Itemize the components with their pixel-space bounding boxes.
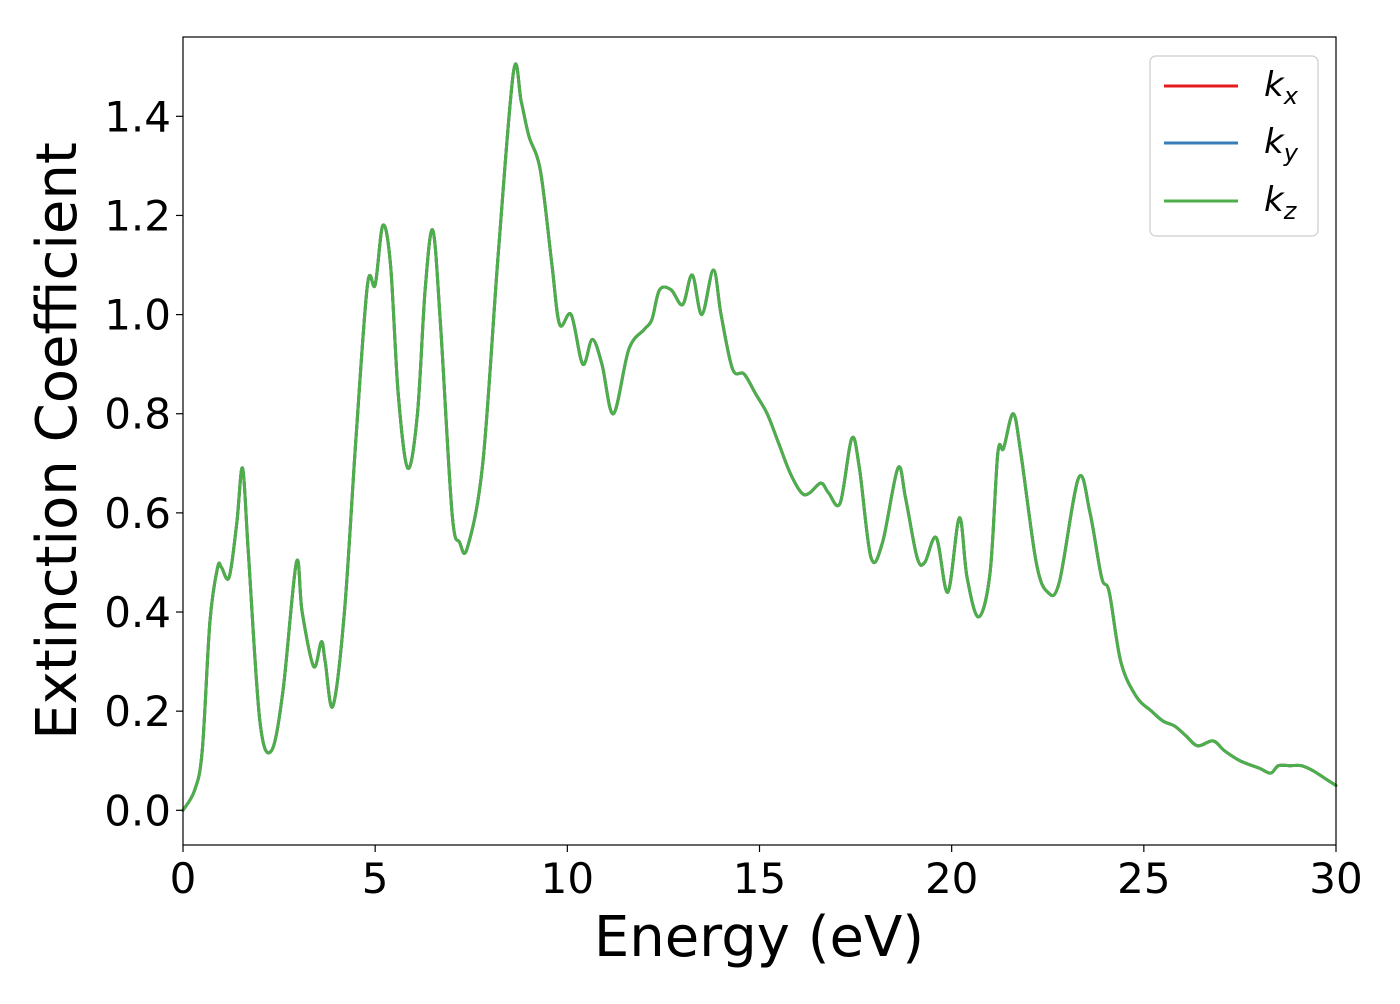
series-line-kz bbox=[181, 62, 1338, 812]
y-tick-label: 1.0 bbox=[104, 291, 171, 340]
series-layer bbox=[181, 62, 1338, 812]
x-tick-label: 25 bbox=[1117, 854, 1170, 903]
y-tick-label: 1.4 bbox=[104, 92, 171, 141]
y-tick-label: 0.8 bbox=[104, 390, 171, 439]
x-axis-title: Energy (eV) bbox=[594, 905, 924, 970]
y-tick-label: 0.6 bbox=[104, 489, 171, 538]
x-axis-ticks: 0 5 10 15 20 25 30 bbox=[170, 845, 1363, 903]
y-tick-label: 0.2 bbox=[104, 687, 171, 736]
x-tick-label: 15 bbox=[733, 854, 786, 903]
x-tick-label: 0 bbox=[170, 854, 197, 903]
x-tick-label: 20 bbox=[925, 854, 978, 903]
x-tick-label: 5 bbox=[362, 854, 389, 903]
y-tick-label: 0.4 bbox=[104, 588, 171, 637]
x-tick-label: 30 bbox=[1309, 854, 1362, 903]
y-axis-title: Extinction Coefficient bbox=[25, 142, 90, 740]
x-tick-label: 10 bbox=[541, 854, 594, 903]
y-axis-ticks: 0.0 0.2 0.4 0.6 0.8 1.0 1.2 1.4 bbox=[104, 92, 183, 835]
y-tick-label: 1.2 bbox=[104, 191, 171, 240]
y-tick-label: 0.0 bbox=[104, 786, 171, 835]
legend-box bbox=[1149, 55, 1319, 237]
